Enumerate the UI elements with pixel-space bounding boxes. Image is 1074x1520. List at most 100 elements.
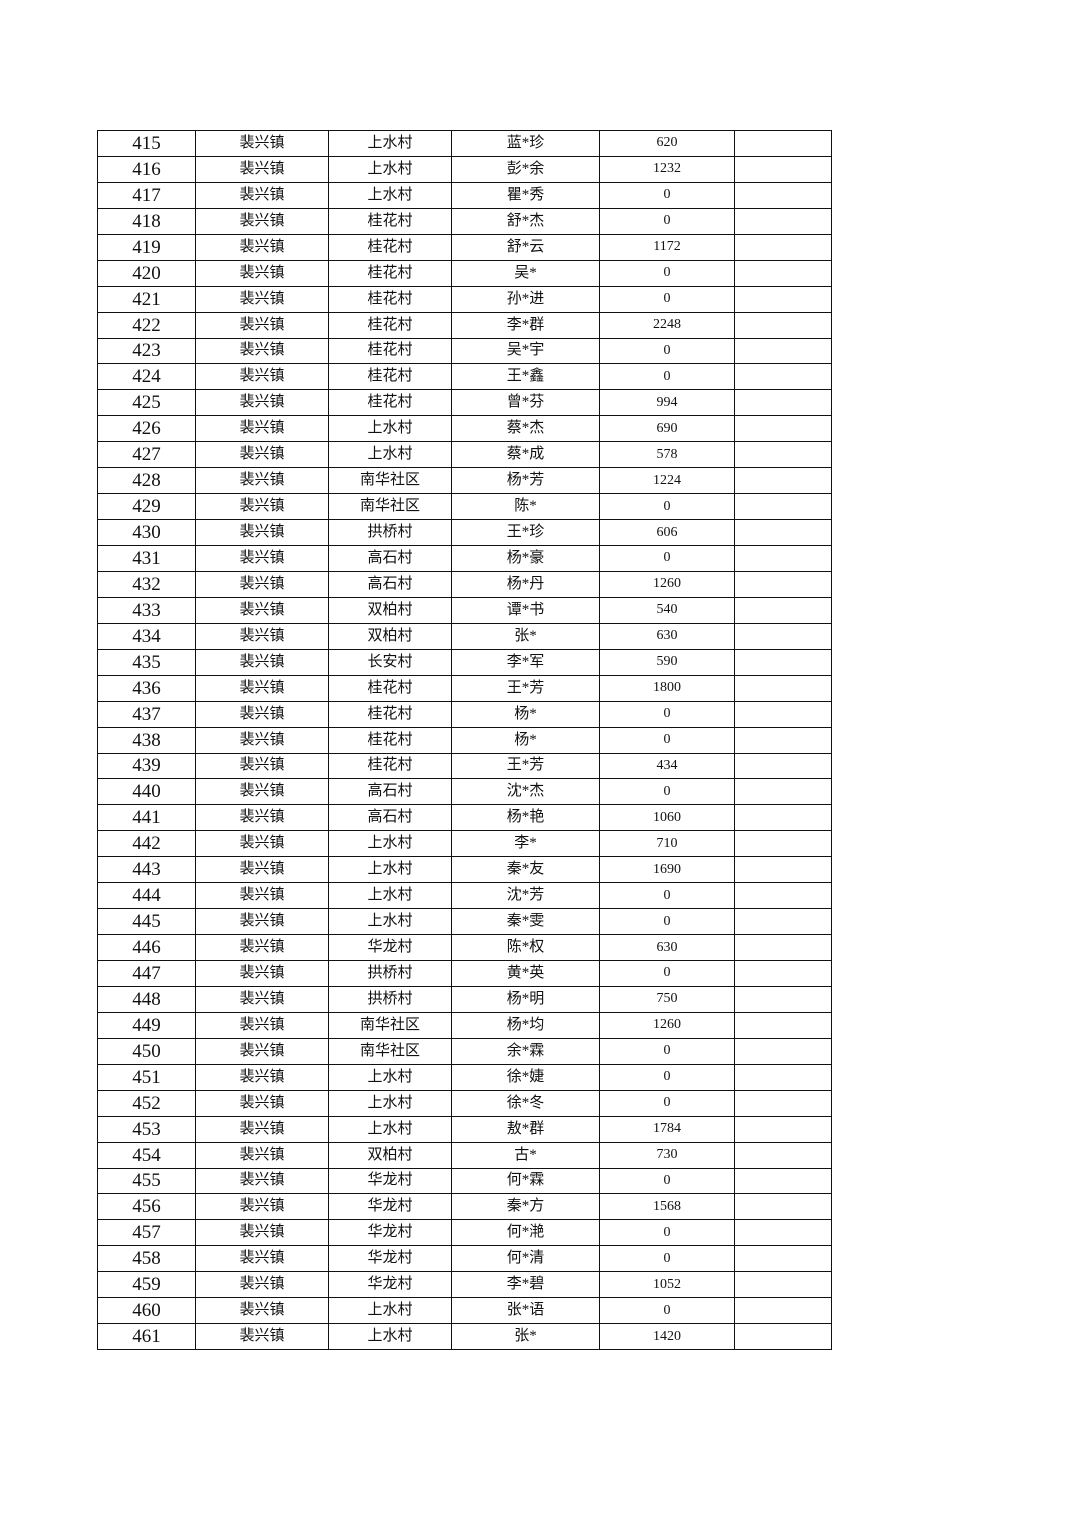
town-cell: 裴兴镇 — [195, 778, 329, 806]
remark-cell — [734, 1037, 832, 1065]
town-cell: 裴兴镇 — [195, 155, 329, 183]
remark-cell — [734, 908, 832, 936]
row-number-cell: 424 — [97, 363, 196, 391]
village-cell: 高石村 — [328, 778, 452, 806]
village-cell: 上水村 — [328, 1115, 452, 1143]
amount-cell: 0 — [599, 259, 735, 287]
village-cell: 南华社区 — [328, 493, 452, 521]
town-cell: 裴兴镇 — [195, 519, 329, 546]
table-row: 459 裴兴镇 华龙村 李*碧 1052 — [97, 1271, 832, 1299]
amount-cell: 1232 — [599, 155, 735, 183]
village-cell: 桂花村 — [328, 674, 452, 702]
name-cell: 王*鑫 — [451, 363, 600, 391]
table-row: 461 裴兴镇 上水村 张* 1420 — [97, 1323, 832, 1351]
town-cell: 裴兴镇 — [195, 830, 329, 858]
village-cell: 双柏村 — [328, 1141, 452, 1169]
name-cell: 王*珍 — [451, 519, 600, 546]
village-cell: 华龙村 — [328, 1245, 452, 1273]
town-cell: 裴兴镇 — [195, 752, 329, 780]
row-number-cell: 423 — [97, 337, 196, 365]
remark-cell — [734, 259, 832, 287]
row-number-cell: 459 — [97, 1271, 196, 1299]
row-number-cell: 432 — [97, 570, 196, 598]
name-cell: 李*群 — [451, 311, 600, 339]
amount-cell: 540 — [599, 596, 735, 624]
remark-cell — [734, 778, 832, 806]
amount-cell: 730 — [599, 1141, 735, 1169]
table-row: 452 裴兴镇 上水村 徐*冬 0 — [97, 1089, 832, 1117]
row-number-cell: 446 — [97, 934, 196, 961]
remark-cell — [734, 467, 832, 495]
table-row: 446 裴兴镇 华龙村 陈*权 630 — [97, 934, 832, 961]
table-row: 416 裴兴镇 上水村 彭*余 1232 — [97, 155, 832, 183]
name-cell: 李*碧 — [451, 1271, 600, 1299]
table-row: 428 裴兴镇 南华社区 杨*芳 1224 — [97, 467, 832, 495]
row-number-cell: 425 — [97, 389, 196, 417]
village-cell: 高石村 — [328, 545, 452, 572]
table-row: 456 裴兴镇 华龙村 秦*方 1568 — [97, 1193, 832, 1221]
town-cell: 裴兴镇 — [195, 1167, 329, 1195]
row-number-cell: 433 — [97, 596, 196, 624]
amount-cell: 750 — [599, 985, 735, 1013]
amount-cell: 0 — [599, 545, 735, 572]
table-row: 425 裴兴镇 桂花村 曾*芬 994 — [97, 389, 832, 417]
table-row: 438 裴兴镇 桂花村 杨* 0 — [97, 726, 832, 754]
name-cell: 谭*书 — [451, 596, 600, 624]
remark-cell — [734, 934, 832, 961]
name-cell: 张*语 — [451, 1297, 600, 1325]
town-cell: 裴兴镇 — [195, 363, 329, 391]
table-row: 455 裴兴镇 华龙村 何*霖 0 — [97, 1167, 832, 1195]
row-number-cell: 419 — [97, 233, 196, 261]
table-row: 445 裴兴镇 上水村 秦*雯 0 — [97, 908, 832, 936]
village-cell: 桂花村 — [328, 285, 452, 313]
remark-cell — [734, 882, 832, 910]
remark-cell — [734, 1245, 832, 1273]
table-row: 450 裴兴镇 南华社区 余*霖 0 — [97, 1037, 832, 1065]
village-cell: 桂花村 — [328, 233, 452, 261]
remark-cell — [734, 1167, 832, 1195]
row-number-cell: 428 — [97, 467, 196, 495]
village-cell: 上水村 — [328, 1089, 452, 1117]
name-cell: 沈*杰 — [451, 778, 600, 806]
amount-cell: 0 — [599, 493, 735, 521]
name-cell: 李* — [451, 830, 600, 858]
table-row: 419 裴兴镇 桂花村 舒*云 1172 — [97, 233, 832, 261]
amount-cell: 0 — [599, 882, 735, 910]
village-cell: 上水村 — [328, 830, 452, 858]
row-number-cell: 441 — [97, 804, 196, 832]
town-cell: 裴兴镇 — [195, 1011, 329, 1039]
amount-cell: 0 — [599, 778, 735, 806]
remark-cell — [734, 960, 832, 987]
row-number-cell: 435 — [97, 648, 196, 676]
table-row: 421 裴兴镇 桂花村 孙*进 0 — [97, 285, 832, 313]
table-row: 444 裴兴镇 上水村 沈*芳 0 — [97, 882, 832, 910]
row-number-cell: 456 — [97, 1193, 196, 1221]
town-cell: 裴兴镇 — [195, 1323, 329, 1351]
amount-cell: 1260 — [599, 570, 735, 598]
village-cell: 桂花村 — [328, 363, 452, 391]
village-cell: 高石村 — [328, 570, 452, 598]
village-cell: 华龙村 — [328, 1219, 452, 1247]
remark-cell — [734, 596, 832, 624]
town-cell: 裴兴镇 — [195, 622, 329, 650]
row-number-cell: 443 — [97, 856, 196, 884]
amount-cell: 994 — [599, 389, 735, 417]
row-number-cell: 427 — [97, 441, 196, 469]
town-cell: 裴兴镇 — [195, 570, 329, 598]
name-cell: 秦*方 — [451, 1193, 600, 1221]
name-cell: 李*军 — [451, 648, 600, 676]
town-cell: 裴兴镇 — [195, 856, 329, 884]
remark-cell — [734, 1271, 832, 1299]
name-cell: 舒*云 — [451, 233, 600, 261]
name-cell: 王*芳 — [451, 752, 600, 780]
table-row: 429 裴兴镇 南华社区 陈* 0 — [97, 493, 832, 521]
village-cell: 华龙村 — [328, 934, 452, 961]
remark-cell — [734, 441, 832, 469]
amount-cell: 0 — [599, 285, 735, 313]
remark-cell — [734, 570, 832, 598]
remark-cell — [734, 622, 832, 650]
village-cell: 上水村 — [328, 1323, 452, 1351]
town-cell: 裴兴镇 — [195, 648, 329, 676]
table-row: 443 裴兴镇 上水村 秦*友 1690 — [97, 856, 832, 884]
name-cell: 秦*雯 — [451, 908, 600, 936]
